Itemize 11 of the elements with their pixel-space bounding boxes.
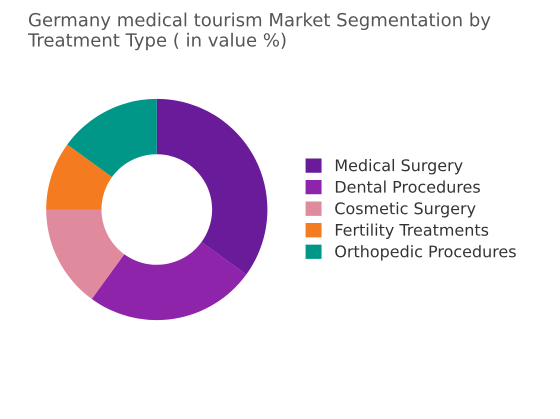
- legend-label: Orthopedic Procedures: [335, 245, 516, 261]
- legend-label: Dental Procedures: [336, 180, 480, 193]
- donut-slice: [92, 242, 246, 320]
- donut-slice: [156, 98, 268, 275]
- legend-label: Medical Surgery: [336, 158, 463, 174]
- donut-slice: [46, 144, 112, 210]
- legend-label: Fertility Treatments: [336, 224, 488, 239]
- donut-slice: [46, 210, 124, 299]
- donut-slice: [67, 98, 157, 177]
- chart-title: Germany medical tourism Market Segmentation by Treatment Type ( in value %): [28, 12, 490, 50]
- legend-label: Cosmetic Surgery: [335, 202, 476, 218]
